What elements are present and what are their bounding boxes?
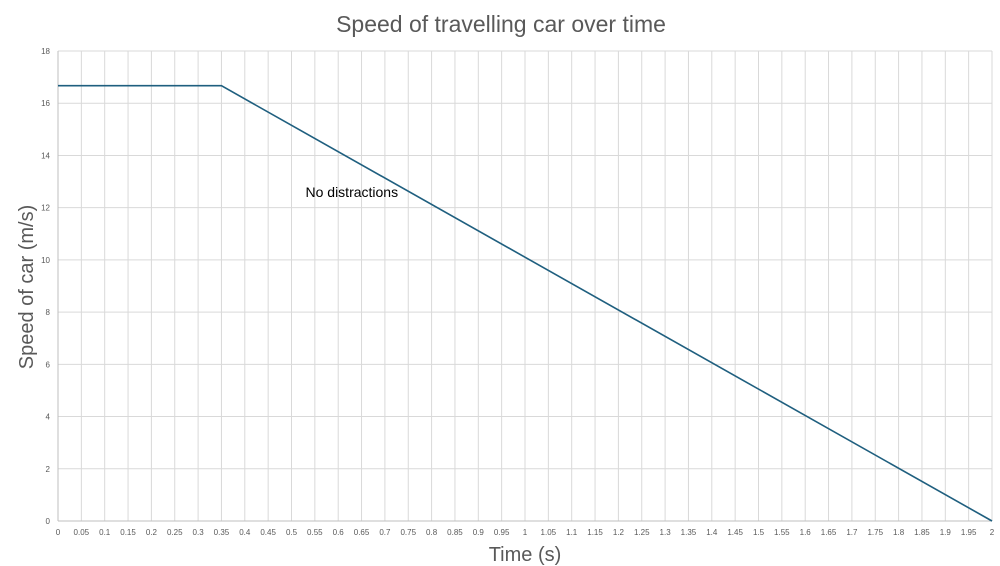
x-tick-label: 1.8 [893,528,905,537]
x-tick-label: 0.3 [193,528,205,537]
x-tick-label: 1.95 [961,528,977,537]
y-tick-label: 14 [41,151,50,160]
x-tick-label: 0.2 [146,528,158,537]
y-tick-labels: 0 2 4 6 8 10 12 14 16 18 [41,47,50,526]
x-tick-label: 0.15 [120,528,136,537]
x-tick-label: 1.45 [727,528,743,537]
x-tick-label: 0.75 [400,528,416,537]
x-tick-label: 0.25 [167,528,183,537]
x-tick-label: 1.9 [940,528,952,537]
x-tick-label: 1.35 [681,528,697,537]
x-tick-labels: 0 0.05 0.1 0.15 0.2 0.25 0.3 0.35 0.4 0.45 0.5 0.55… [56,528,995,537]
x-tick-label: 1.05 [541,528,557,537]
x-tick-label: 1.65 [821,528,837,537]
x-tick-label: 1.4 [706,528,718,537]
y-tick-label: 2 [46,465,51,474]
x-tick-label: 1.7 [846,528,858,537]
x-tick-label: 0.95 [494,528,510,537]
x-tick-label: 0.55 [307,528,323,537]
x-tick-label: 0.65 [354,528,370,537]
x-tick-label: 1.55 [774,528,790,537]
x-tick-label: 0.35 [214,528,230,537]
x-tick-label: 0.7 [379,528,391,537]
y-tick-label: 16 [41,99,50,108]
gridlines [57,50,993,522]
x-tick-label: 1.15 [587,528,603,537]
x-tick-label: 1 [523,528,528,537]
y-tick-label: 6 [46,360,51,369]
series-group [58,84,993,522]
x-axis-title: Time (s) [489,544,562,566]
x-tick-label: 1.5 [753,528,765,537]
x-tick-label: 1.3 [660,528,672,537]
x-tick-label: 1.85 [914,528,930,537]
y-tick-label: 4 [46,413,51,422]
x-tick-label: 0.8 [426,528,438,537]
y-tick-label: 0 [46,517,51,526]
x-tick-label: 1.1 [566,528,578,537]
x-tick-label: 0.45 [260,528,276,537]
x-tick-label: 0.1 [99,528,111,537]
chart-title: Speed of travelling car over time [336,11,666,37]
x-tick-label: 1.25 [634,528,650,537]
x-tick-label: 1.75 [867,528,883,537]
x-tick-label: 1.6 [800,528,812,537]
y-tick-label: 8 [46,308,51,317]
x-tick-label: 0 [56,528,61,537]
y-tick-label: 10 [41,256,50,265]
x-tick-label: 1.2 [613,528,625,537]
y-tick-label: 18 [41,47,50,56]
x-tick-label: 0.9 [473,528,485,537]
x-tick-label: 0.5 [286,528,298,537]
x-tick-label: 0.85 [447,528,463,537]
y-tick-label: 12 [41,204,50,213]
x-tick-label: 0.4 [239,528,251,537]
x-tick-label: 0.05 [74,528,90,537]
axes [57,51,992,522]
annotations: No distractions [306,184,399,200]
y-axis-title: Speed of car (m/s) [16,205,38,370]
x-tick-label: 2 [990,528,995,537]
annotation-label: No distractions [306,184,399,200]
x-tick-label: 0.6 [333,528,345,537]
series-line [58,84,993,522]
